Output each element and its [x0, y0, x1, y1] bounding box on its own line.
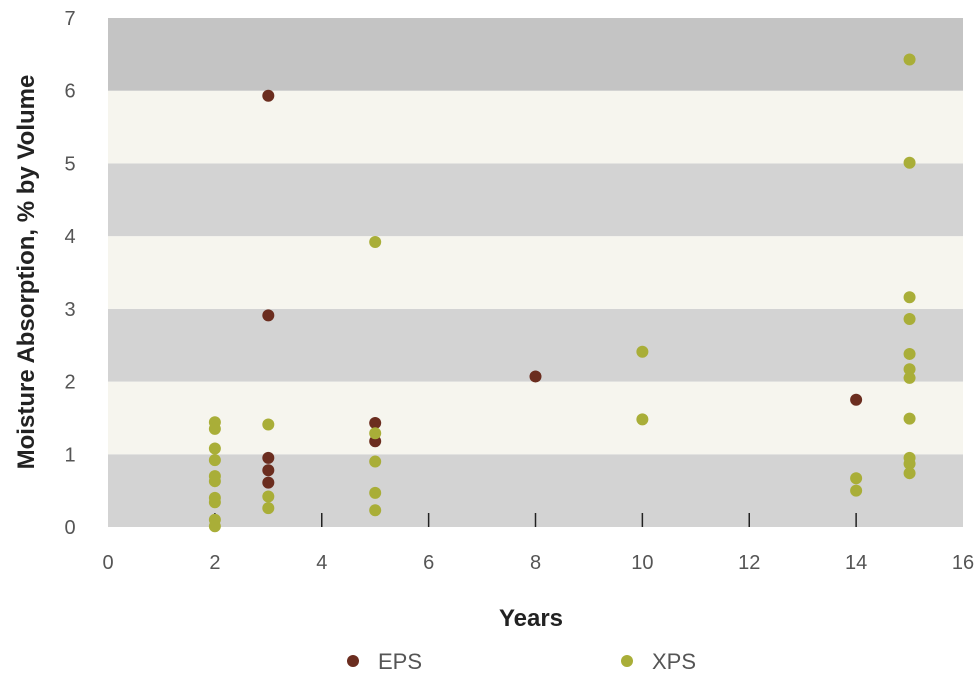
eps-point-0	[262, 89, 275, 102]
xps-point-27	[903, 363, 916, 376]
xps-point-9	[208, 520, 221, 533]
y-tick-label-3: 3	[64, 299, 75, 321]
data-points	[208, 53, 916, 533]
band-4-5	[108, 163, 963, 237]
y-tick-label-7: 7	[64, 8, 75, 30]
band-1-2	[108, 381, 963, 455]
y-axis-title: Moisture Absorption, % by Volume	[13, 75, 40, 470]
x-tick-label-14: 14	[845, 552, 867, 574]
y-tick-label-4: 4	[64, 226, 75, 248]
band-3-4	[108, 236, 963, 309]
xps-point-13	[369, 235, 382, 248]
xps-point-19	[636, 413, 649, 426]
x-axis-tick-labels: 0 2 4 6 8 10 12 14 16	[102, 552, 974, 574]
eps-point-7	[529, 370, 542, 383]
xps-point-21	[850, 484, 863, 497]
x-tick-label-16: 16	[952, 552, 974, 574]
y-axis-tick-labels: 0 1 2 3 4 5 6 7	[64, 8, 75, 539]
xps-point-22	[903, 53, 916, 66]
eps-point-1	[262, 309, 275, 322]
y-tick-label-6: 6	[64, 81, 75, 103]
background-bands	[108, 18, 963, 527]
legend-marker-eps	[347, 655, 359, 667]
xps-point-3	[208, 454, 221, 467]
eps-point-3	[262, 464, 275, 477]
legend-label-eps: EPS	[378, 649, 422, 673]
series-xps	[208, 53, 916, 533]
band-6-7	[108, 18, 963, 91]
xps-point-7	[208, 496, 221, 509]
band-2-3	[108, 308, 963, 382]
eps-point-8	[850, 393, 863, 406]
xps-point-28	[903, 371, 916, 384]
y-tick-label-5: 5	[64, 153, 75, 175]
xps-point-5	[208, 475, 221, 488]
legend-marker-xps	[621, 655, 633, 667]
xps-point-12	[262, 502, 275, 515]
band-5-6	[108, 90, 963, 164]
xps-point-10	[262, 418, 275, 431]
xps-point-31	[903, 457, 916, 470]
series-eps	[262, 89, 863, 489]
legend: EPS XPS	[347, 649, 696, 673]
eps-point-2	[262, 451, 275, 464]
xps-point-18	[636, 345, 649, 358]
xps-point-26	[903, 347, 916, 360]
xps-point-24	[903, 291, 916, 304]
eps-point-5	[369, 417, 382, 430]
xps-point-20	[850, 472, 863, 485]
x-tick-label-2: 2	[209, 552, 220, 574]
xps-point-11	[262, 490, 275, 503]
y-tick-label-1: 1	[64, 444, 75, 466]
x-tick-label-6: 6	[423, 552, 434, 574]
x-tick-label-0: 0	[102, 552, 113, 574]
xps-point-29	[903, 412, 916, 425]
xps-point-17	[369, 504, 382, 517]
y-tick-label-2: 2	[64, 372, 75, 394]
xps-point-25	[903, 313, 916, 326]
xps-point-16	[369, 486, 382, 499]
xps-point-1	[208, 422, 221, 435]
x-tick-label-12: 12	[738, 552, 760, 574]
eps-point-4	[262, 476, 275, 489]
xps-point-32	[903, 467, 916, 480]
x-tick-label-10: 10	[631, 552, 653, 574]
x-tick-label-8: 8	[530, 552, 541, 574]
xps-point-2	[208, 442, 221, 455]
x-axis-title: Years	[499, 605, 563, 632]
y-tick-label-0: 0	[64, 517, 75, 539]
xps-point-14	[369, 427, 382, 440]
x-tick-label-4: 4	[316, 552, 327, 574]
legend-label-xps: XPS	[652, 649, 696, 673]
xps-point-15	[369, 455, 382, 468]
xps-point-23	[903, 156, 916, 169]
